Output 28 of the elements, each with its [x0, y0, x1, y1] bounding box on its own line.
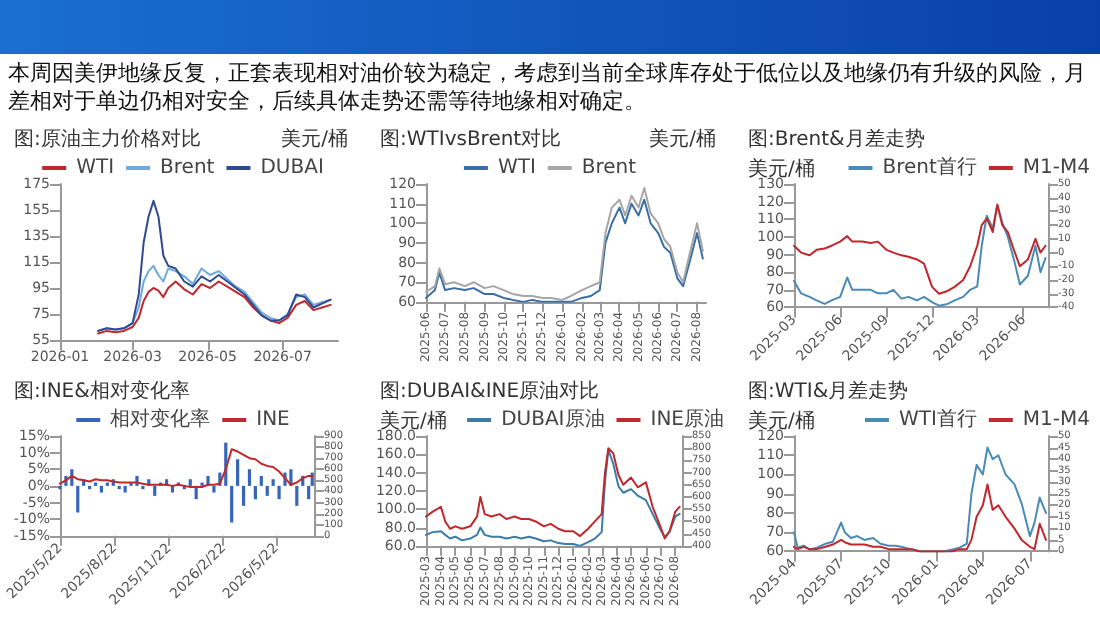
legend-label: Brent	[581, 157, 637, 179]
y-axis-title: 美元/桶	[380, 409, 447, 433]
chart-title: 图:Brent&月差走势	[748, 127, 925, 151]
legend-label: Brent	[160, 157, 215, 179]
y-axis-title: 美元/桶	[748, 157, 815, 181]
legend-label: INE	[256, 409, 290, 431]
chart-title: 图:原油主力价格对比	[14, 127, 201, 151]
text: 本周因美伊地缘反复，正套表现相对油价较为稳定，考虑到当前全球库存处于低位以及地缘仍有升级的风险，月差相对于单边仍相对安全，后续具体走势还需等待地缘相对确定。	[8, 60, 1088, 116]
line-series	[97, 280, 332, 335]
legend-label: INE原油	[650, 407, 724, 431]
chart-title: 图:WTIvsBrent对比	[380, 127, 562, 151]
legend-label: M1-M4	[1022, 409, 1091, 431]
legend-label: DUBAI	[260, 157, 324, 179]
legend-label: WTI首行	[898, 407, 977, 431]
y-axis-title: 美元/桶	[281, 127, 349, 151]
legend-label: WTI	[76, 157, 115, 179]
y-axis-title: 美元/桶	[649, 127, 717, 151]
legend-label: WTI	[497, 157, 536, 179]
legend-label: M1-M4	[1022, 157, 1091, 179]
chart-title: 图:DUBAI&INE原油对比	[380, 379, 600, 403]
chart-title: 图:INE&相对变化率	[14, 379, 190, 403]
line-series	[97, 199, 332, 332]
legend-label: DUBAI原油	[501, 407, 605, 431]
line-series	[59, 448, 314, 488]
legend-label: Brent首行	[882, 155, 977, 179]
legend-label: 相对变化率	[110, 407, 211, 431]
y-axis-title: 美元/桶	[748, 409, 815, 433]
chart-title: 图:WTI&月差走势	[748, 379, 909, 403]
